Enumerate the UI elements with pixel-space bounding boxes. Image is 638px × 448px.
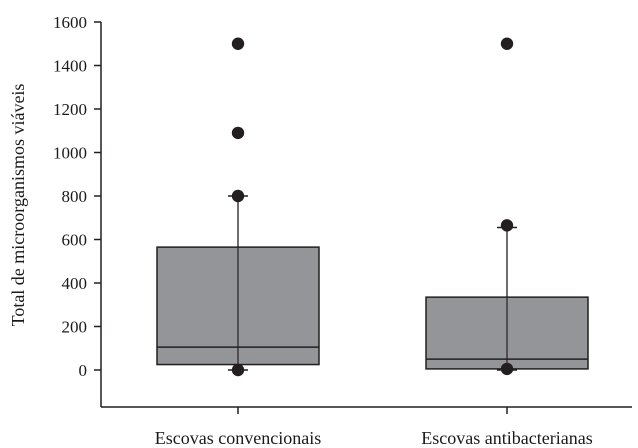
outlier-point xyxy=(231,189,245,203)
box-group xyxy=(425,37,589,376)
boxes xyxy=(156,37,589,377)
outlier-point xyxy=(500,219,514,232)
y-tick-label: 1400 xyxy=(53,57,87,76)
outlier-point xyxy=(500,362,514,376)
outlier-point xyxy=(231,37,245,50)
y-tick-label: 1200 xyxy=(53,100,87,119)
box-group xyxy=(156,37,320,377)
x-tick-label: Escovas antibacterianas xyxy=(421,428,592,448)
x-tick-label: Escovas convencionais xyxy=(155,428,321,448)
y-axis-title: Total de microorganismos viáveis xyxy=(8,84,28,327)
y-tick-label: 800 xyxy=(62,187,88,206)
outlier-point xyxy=(500,37,514,50)
x-axis: Escovas convencionais Escovas antibacteri… xyxy=(101,406,632,448)
y-tick-label: 400 xyxy=(62,274,88,293)
outlier-point xyxy=(231,363,245,377)
y-tick-label: 200 xyxy=(62,318,88,337)
outlier-point xyxy=(231,126,245,140)
y-tick-label: 1000 xyxy=(53,144,87,163)
y-tick-label: 0 xyxy=(79,361,88,380)
y-tick-label: 1600 xyxy=(53,13,87,32)
y-axis: 0 200 400 600 800 1000 1200 1400 1600 xyxy=(53,13,102,407)
y-tick-label: 600 xyxy=(62,231,88,250)
